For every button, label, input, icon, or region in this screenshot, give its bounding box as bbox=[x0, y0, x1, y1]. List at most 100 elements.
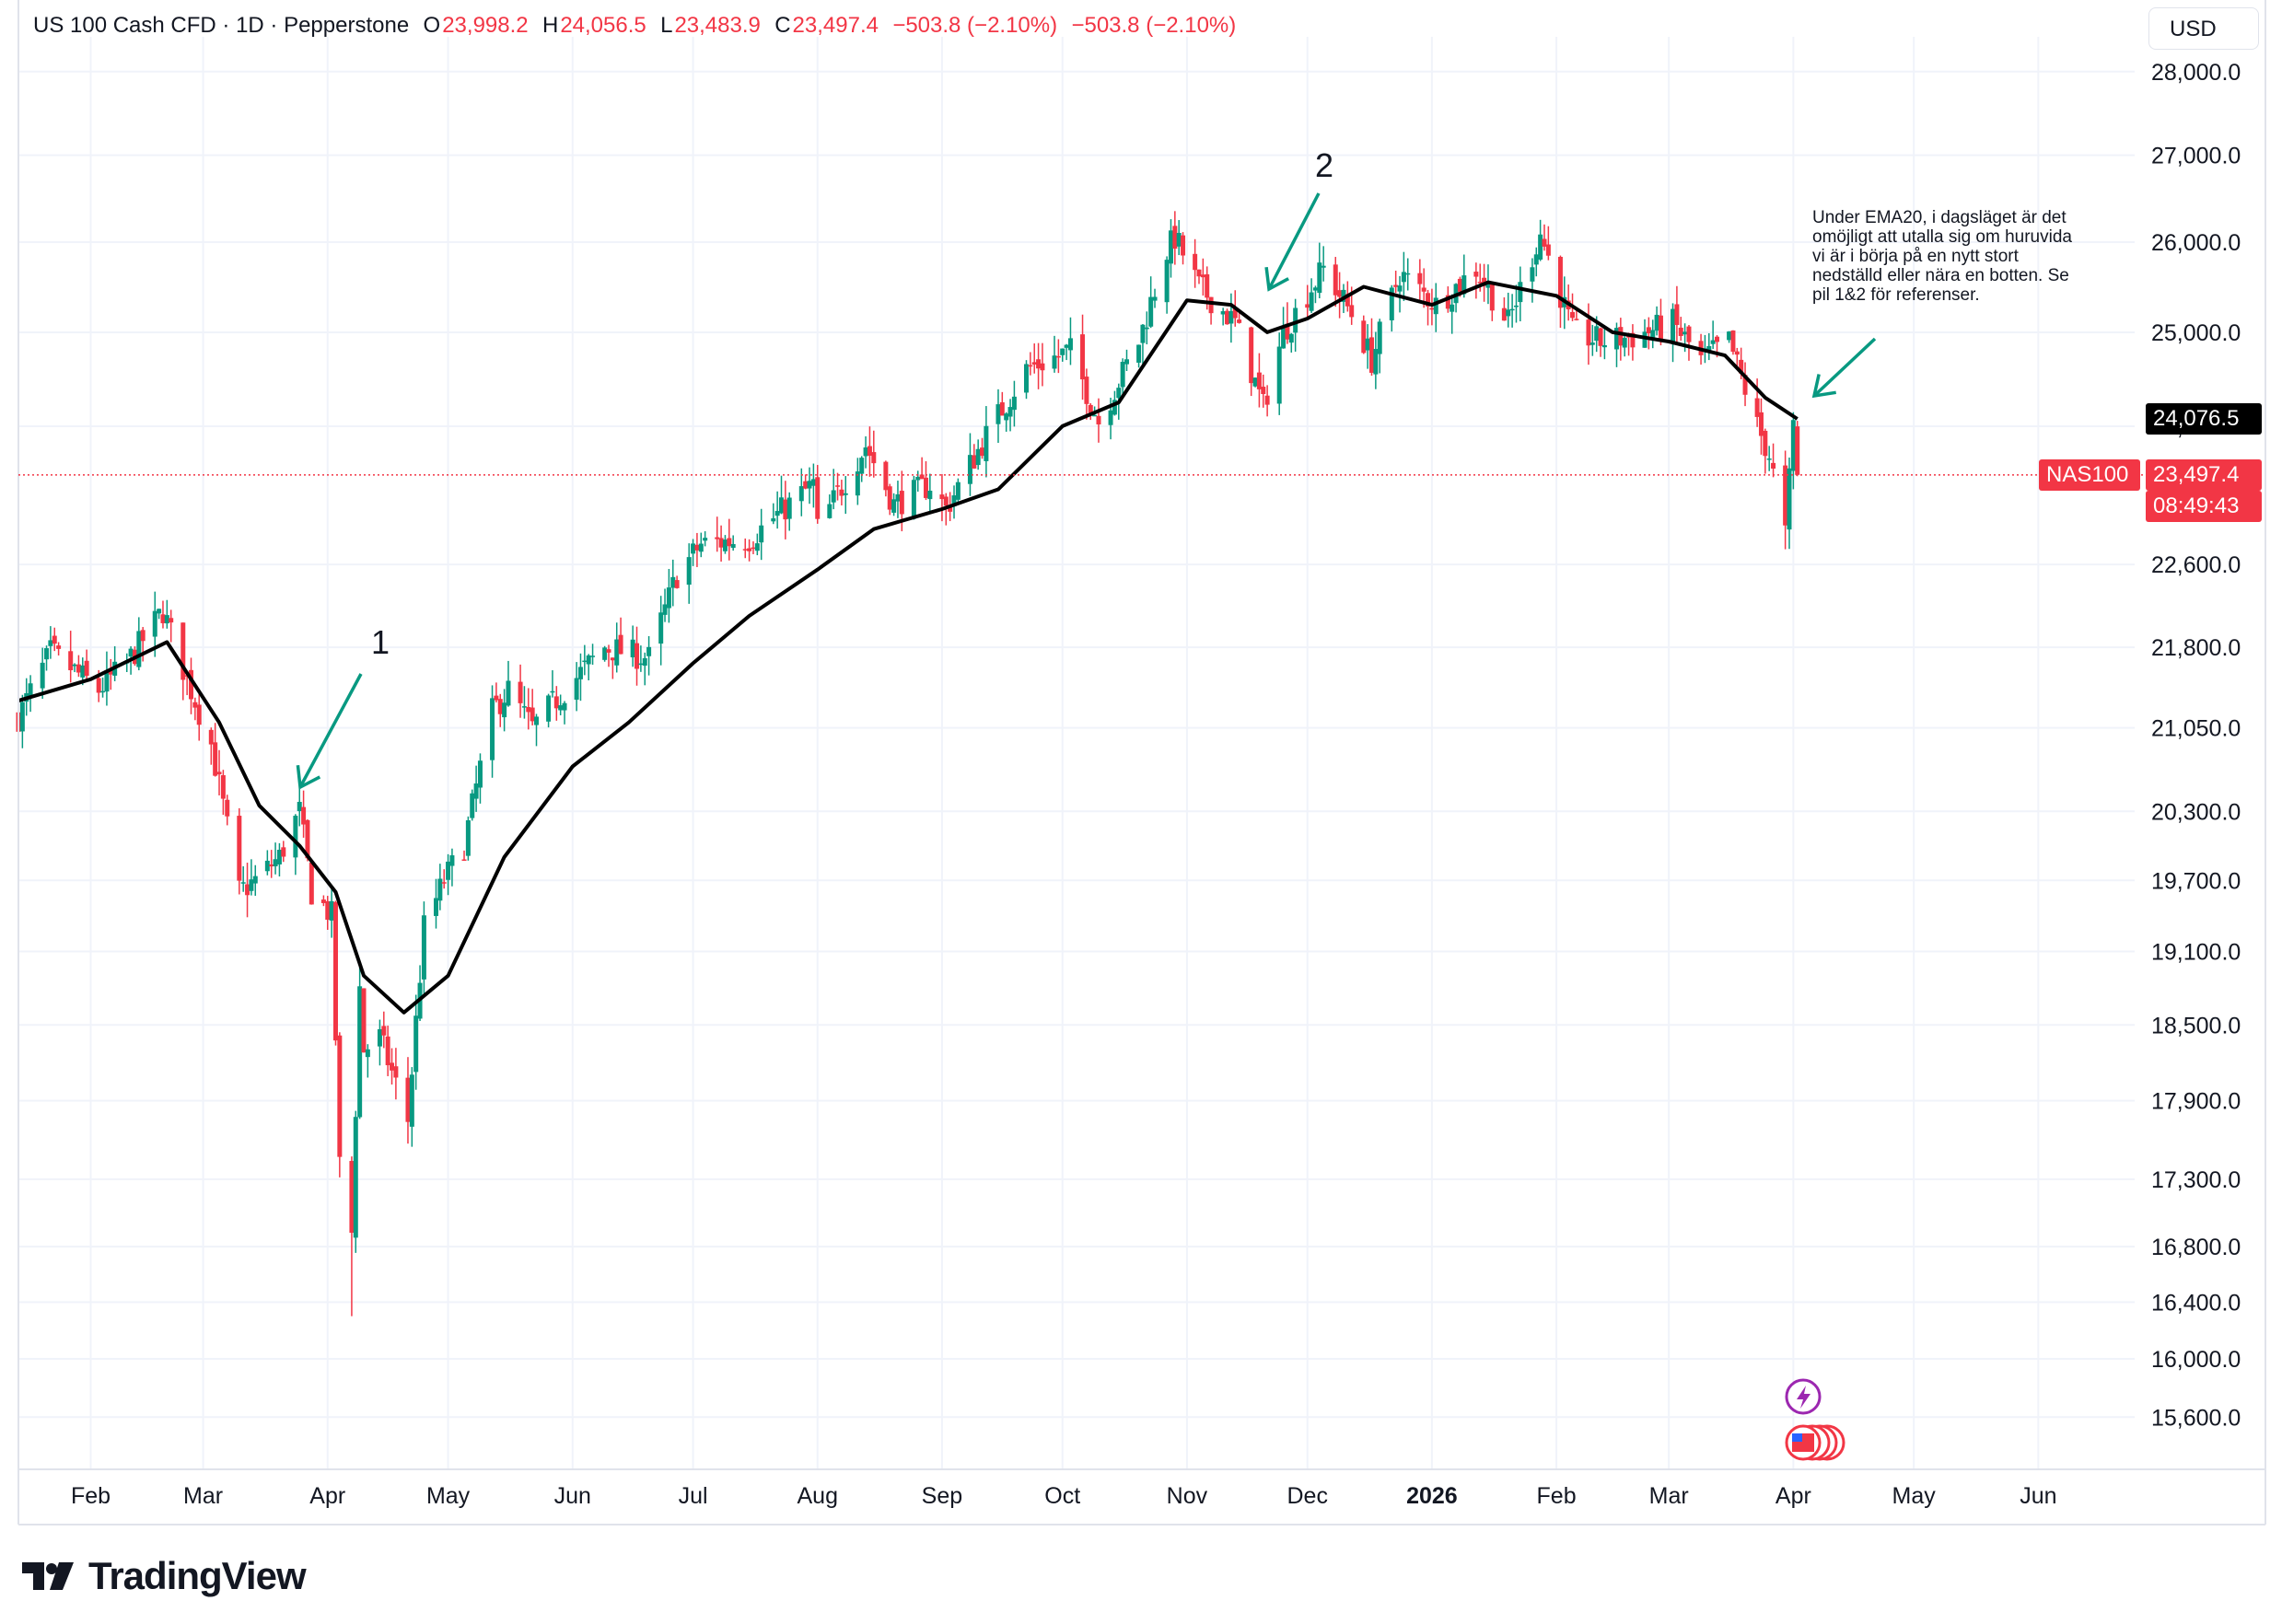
tradingview-logo[interactable]: TradingView bbox=[20, 1554, 307, 1598]
candle-body bbox=[1317, 262, 1322, 294]
ema20-path bbox=[17, 280, 1799, 1015]
candle-body bbox=[670, 576, 676, 588]
candle-body bbox=[1168, 230, 1173, 264]
candle-body bbox=[1004, 413, 1009, 421]
candle-body bbox=[715, 537, 720, 539]
candle-body bbox=[1373, 349, 1379, 375]
candle-body bbox=[1036, 359, 1042, 369]
y-tick-label: 16,800.0 bbox=[2151, 1235, 2241, 1260]
candle-body bbox=[1252, 377, 1258, 387]
candle-body bbox=[305, 819, 310, 859]
candle-body bbox=[883, 461, 889, 491]
candle-body bbox=[1586, 319, 1591, 346]
candle-body bbox=[421, 915, 426, 980]
candle-body bbox=[730, 544, 736, 549]
candle-body bbox=[1405, 273, 1411, 275]
candle-body bbox=[1281, 325, 1287, 349]
candle-body bbox=[1574, 319, 1579, 320]
currency-button[interactable]: USD bbox=[2148, 7, 2259, 50]
candle-body bbox=[1249, 327, 1254, 384]
candle-body bbox=[1208, 296, 1214, 314]
candle-body bbox=[1365, 338, 1370, 351]
candle-body bbox=[1136, 344, 1142, 363]
candle-body bbox=[393, 1066, 399, 1078]
candle-body bbox=[208, 729, 214, 745]
candle-body bbox=[718, 538, 724, 548]
candle-body bbox=[691, 543, 696, 554]
candle-body bbox=[582, 660, 588, 663]
symbol-title[interactable]: US 100 Cash CFD · 1D · Pepperstone bbox=[33, 13, 410, 38]
candle-body bbox=[1482, 277, 1487, 286]
x-tick-label: Jun bbox=[2020, 1483, 2056, 1509]
candle-body bbox=[1040, 363, 1045, 371]
candle-body bbox=[518, 681, 523, 703]
candle-body bbox=[722, 539, 728, 551]
candle-body bbox=[1393, 284, 1399, 287]
candle-body bbox=[1658, 315, 1663, 340]
candle-body bbox=[1429, 307, 1435, 310]
candle-body bbox=[1321, 265, 1326, 268]
candle-body bbox=[1288, 333, 1294, 343]
candle-body bbox=[1533, 254, 1539, 265]
x-tick-label: Dec bbox=[1287, 1483, 1327, 1509]
candle-body bbox=[473, 783, 479, 799]
candle-body bbox=[1088, 404, 1093, 413]
y-tick-label: 26,000.0 bbox=[2151, 230, 2241, 256]
brand-wordmark: TradingView bbox=[88, 1554, 307, 1597]
candle-body bbox=[662, 604, 668, 615]
candle-body bbox=[810, 479, 816, 486]
candle-body bbox=[196, 704, 202, 725]
candle-body bbox=[1538, 234, 1543, 260]
candle-body bbox=[666, 587, 671, 609]
candle-body bbox=[249, 879, 254, 891]
candlestick-series bbox=[16, 211, 1800, 1317]
candle-body bbox=[1181, 235, 1186, 256]
candle-body bbox=[1754, 398, 1760, 417]
candle-body bbox=[1397, 285, 1403, 292]
x-tick-label: Feb bbox=[1537, 1483, 1577, 1509]
candle-body bbox=[831, 490, 836, 503]
candle-body bbox=[839, 489, 844, 496]
candle-body bbox=[1309, 292, 1314, 311]
candle-body bbox=[1220, 311, 1226, 315]
candle-body bbox=[1485, 284, 1491, 288]
lightning-event-icon[interactable] bbox=[1785, 1378, 1822, 1415]
countdown-badge: 08:49:43 bbox=[2146, 490, 2262, 522]
candle-body bbox=[433, 898, 438, 916]
y-tick-label: 16,400.0 bbox=[2151, 1290, 2241, 1316]
candle-body bbox=[1710, 340, 1716, 344]
tradingview-logo-icon bbox=[22, 1562, 74, 1590]
us-flag-event-icon[interactable] bbox=[1785, 1424, 1845, 1461]
y-tick-label: 21,050.0 bbox=[2151, 716, 2241, 742]
candle-body bbox=[216, 771, 222, 775]
ema20-line bbox=[17, 280, 1799, 1015]
candle-body bbox=[1293, 307, 1298, 333]
y-tick-label: 21,800.0 bbox=[2151, 635, 2241, 661]
candle-body bbox=[1473, 272, 1479, 277]
candle-body bbox=[470, 793, 475, 818]
candle-body bbox=[863, 447, 868, 457]
candle-body bbox=[1148, 296, 1154, 327]
candle-body bbox=[1542, 238, 1547, 247]
candle-body bbox=[104, 670, 110, 692]
chart-annotation-note[interactable]: Under EMA20, i dagsläget är det omöjligt… bbox=[1812, 208, 2072, 305]
arrow-2-label: 2 bbox=[1315, 146, 1333, 184]
candle-body bbox=[867, 446, 872, 457]
candle-body bbox=[1144, 327, 1149, 330]
candle-body bbox=[1570, 311, 1576, 319]
close-value: 23,497.4 bbox=[792, 13, 879, 38]
candle-body bbox=[1674, 304, 1680, 325]
candle-body bbox=[1164, 260, 1170, 303]
candle-body bbox=[1276, 346, 1282, 404]
x-tick-label: Sep bbox=[922, 1483, 962, 1509]
x-tick-label: Nov bbox=[1167, 1483, 1208, 1509]
candle-body bbox=[967, 455, 972, 484]
candle-body bbox=[618, 634, 623, 655]
candle-body bbox=[1389, 287, 1394, 320]
candle-body bbox=[381, 1026, 387, 1036]
flag-canton bbox=[1792, 1433, 1802, 1442]
x-tick-label: Mar bbox=[183, 1483, 223, 1509]
candle-body bbox=[919, 474, 925, 480]
candle-body bbox=[1007, 407, 1013, 417]
